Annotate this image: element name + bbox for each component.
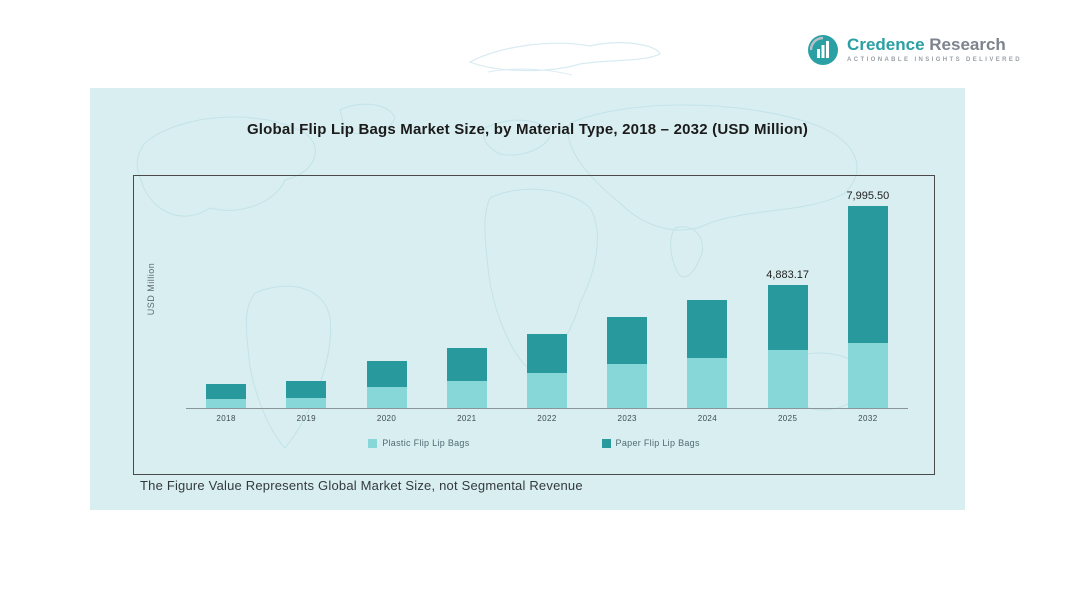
legend-item: Paper Flip Lip Bags (601, 438, 700, 448)
bar-segment-paper (366, 361, 407, 387)
bar-segment-paper (687, 300, 728, 358)
bar-column: 4,883.17 (748, 186, 828, 408)
decorative-map-fragment (468, 42, 661, 76)
y-axis-label: USD Million (146, 262, 156, 316)
legend: Plastic Flip Lip Bags Paper Flip Lip Bags (134, 438, 934, 448)
legend-swatch-icon (601, 438, 611, 448)
x-tick-label: 2024 (697, 414, 718, 423)
chart-plot-box: USD Million 4,883.17 7,995.50 2018 2019 202… (133, 175, 935, 475)
bar-segment-paper (206, 384, 247, 399)
x-tick-label: 2020 (376, 414, 397, 423)
x-tick-label: 2021 (457, 414, 477, 423)
chart-title: Global Flip Lip Bags Market Size, by Mat… (246, 121, 809, 138)
bar-segment-plastic (687, 358, 728, 408)
plot-area: 4,883.17 7,995.50 (186, 186, 908, 409)
bar-column (667, 186, 747, 408)
bar-segment-plastic (847, 343, 888, 408)
bar-segment-paper (847, 206, 888, 343)
bar-segment-paper (767, 285, 808, 350)
bar-stack (847, 206, 888, 408)
bar-column (186, 186, 266, 408)
bar-column: 7,995.50 (828, 186, 908, 408)
brand-tagline: Actionable Insights Delivered (847, 57, 1022, 64)
bar-segment-paper (607, 317, 648, 364)
bar-column (346, 186, 426, 408)
x-axis-ticks: 2018 2019 2020 2021 2022 2023 2024 2025 2032 (186, 414, 908, 423)
x-tick-label: 2032 (858, 414, 878, 423)
bar-value-label: 4,883.17 (766, 269, 810, 281)
bar-column (587, 186, 667, 408)
bar-stack (446, 348, 487, 408)
legend-label: Paper Flip Lip Bags (615, 438, 700, 448)
bar-segment-plastic (526, 373, 567, 408)
bar-stack (687, 300, 728, 408)
bar-segment-plastic (366, 387, 407, 408)
bar-stack (607, 317, 648, 408)
brand-name-primary: Credence (847, 35, 925, 55)
bar-segment-plastic (446, 381, 487, 408)
bar-stack (286, 381, 327, 408)
bar-stack (206, 384, 247, 408)
x-tick-label: 2018 (216, 414, 236, 423)
x-tick-label: 2023 (617, 414, 637, 423)
bar-value-label: 7,995.50 (846, 190, 890, 202)
brand-logo: Credence Research Actionable Insights De… (807, 34, 1022, 66)
bar-segment-plastic (767, 350, 808, 408)
bar-column (507, 186, 587, 408)
bar-segment-paper (526, 334, 567, 373)
bar-segment-plastic (206, 399, 247, 408)
bar-segment-paper (286, 381, 327, 398)
legend-item: Plastic Flip Lip Bags (368, 438, 469, 448)
bar-column (266, 186, 346, 408)
chart-panel: Global Flip Lip Bags Market Size, by Mat… (90, 88, 965, 510)
bar-segment-plastic (286, 398, 327, 408)
x-tick-label: 2022 (537, 414, 557, 423)
x-tick-label: 2025 (777, 414, 798, 423)
bar-chart-icon (808, 35, 839, 65)
x-tick-label: 2019 (296, 414, 317, 423)
brand-text: Credence Research Actionable Insights De… (847, 36, 1022, 63)
brand-name-secondary: Research (929, 35, 1006, 55)
bar-column (427, 186, 507, 408)
bar-stack (767, 285, 808, 408)
bar-segment-paper (446, 348, 487, 381)
brand-name: Credence Research (847, 36, 1022, 54)
bar-stack (526, 334, 567, 408)
legend-swatch-icon (368, 438, 378, 448)
footnote-text: The Figure Value Represents Global Marke… (140, 478, 583, 493)
bar-stack (366, 361, 407, 408)
bar-segment-plastic (607, 364, 648, 408)
legend-label: Plastic Flip Lip Bags (382, 438, 470, 448)
